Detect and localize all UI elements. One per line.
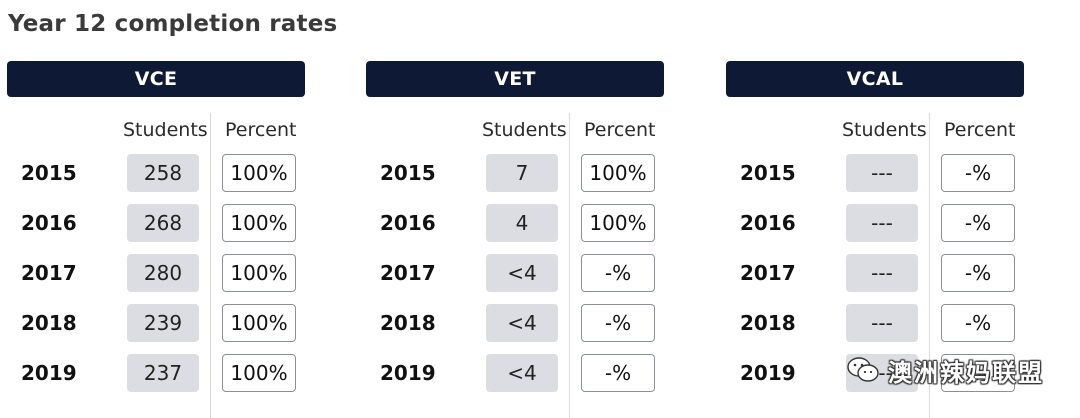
table-row: 2015 --- -% xyxy=(726,153,1026,193)
panel-header: VCAL xyxy=(726,61,1024,97)
table-row: 2019 <4 -% xyxy=(366,353,666,393)
year-label: 2016 xyxy=(380,211,436,235)
year-label: 2018 xyxy=(740,311,796,335)
students-value: 239 xyxy=(127,304,199,342)
percent-value: 100% xyxy=(222,304,296,342)
students-value: --- xyxy=(846,204,918,242)
table-row: 2016 268 100% xyxy=(7,203,307,243)
students-value: 268 xyxy=(127,204,199,242)
percent-value: 100% xyxy=(222,154,296,192)
year-label: 2015 xyxy=(740,161,796,185)
year-label: 2017 xyxy=(380,261,436,285)
table-row: 2018 239 100% xyxy=(7,303,307,343)
year-label: 2017 xyxy=(740,261,796,285)
students-value: --- xyxy=(846,304,918,342)
students-value: <4 xyxy=(486,304,558,342)
watermark-text: 澳洲辣妈联盟 xyxy=(888,358,1044,387)
percent-value: 100% xyxy=(581,154,655,192)
panel-vce: VCE Students Percent 2015 258 100% 2016 … xyxy=(7,61,307,418)
year-label: 2018 xyxy=(21,311,77,335)
column-divider xyxy=(569,113,570,418)
students-value: 237 xyxy=(127,354,199,392)
students-value: 4 xyxy=(486,204,558,242)
percent-value: 100% xyxy=(222,254,296,292)
panel-header: VCE xyxy=(7,61,305,97)
percent-value: 100% xyxy=(222,354,296,392)
table-row: 2018 <4 -% xyxy=(366,303,666,343)
percent-value: -% xyxy=(581,354,655,392)
table-row: 2015 7 100% xyxy=(366,153,666,193)
table-row: 2015 258 100% xyxy=(7,153,307,193)
percent-value: -% xyxy=(941,154,1015,192)
students-value: 280 xyxy=(127,254,199,292)
percent-value: 100% xyxy=(222,204,296,242)
panel-header: VET xyxy=(366,61,664,97)
students-column-header: Students xyxy=(482,119,567,141)
students-value: <4 xyxy=(486,354,558,392)
year-label: 2015 xyxy=(21,161,77,185)
percent-value: 100% xyxy=(581,204,655,242)
table-row: 2017 --- -% xyxy=(726,253,1026,293)
percent-value: -% xyxy=(941,204,1015,242)
students-value: 258 xyxy=(127,154,199,192)
percent-value: -% xyxy=(941,304,1015,342)
students-value: --- xyxy=(846,154,918,192)
year-label: 2015 xyxy=(380,161,436,185)
students-value: --- xyxy=(846,254,918,292)
percent-value: -% xyxy=(581,304,655,342)
year-label: 2019 xyxy=(21,361,77,385)
students-column-header: Students xyxy=(123,119,208,141)
percent-value: -% xyxy=(581,254,655,292)
panel-vcal: VCAL Students Percent 2015 --- -% 2016 -… xyxy=(726,61,1026,418)
wechat-icon xyxy=(847,357,879,382)
percent-column-header: Percent xyxy=(944,119,1016,141)
year-label: 2016 xyxy=(740,211,796,235)
students-value: 7 xyxy=(486,154,558,192)
year-label: 2016 xyxy=(21,211,77,235)
percent-column-header: Percent xyxy=(225,119,297,141)
students-value: <4 xyxy=(486,254,558,292)
year-label: 2018 xyxy=(380,311,436,335)
table-row: 2016 4 100% xyxy=(366,203,666,243)
year-label: 2017 xyxy=(21,261,77,285)
column-divider xyxy=(210,113,211,418)
year-label: 2019 xyxy=(740,361,796,385)
column-divider xyxy=(929,113,930,418)
percent-column-header: Percent xyxy=(584,119,656,141)
percent-value: -% xyxy=(941,354,1015,392)
panel-vet: VET Students Percent 2015 7 100% 2016 4 … xyxy=(366,61,666,418)
year-label: 2019 xyxy=(380,361,436,385)
table-row: 2017 280 100% xyxy=(7,253,307,293)
table-row: 2018 --- -% xyxy=(726,303,1026,343)
percent-value: -% xyxy=(941,254,1015,292)
students-column-header: Students xyxy=(842,119,927,141)
table-row: 2016 --- -% xyxy=(726,203,1026,243)
table-row: 2017 <4 -% xyxy=(366,253,666,293)
watermark: 澳洲辣妈联盟 xyxy=(846,350,1044,390)
page-title: Year 12 completion rates xyxy=(8,11,338,37)
table-row: 2019 237 100% xyxy=(7,353,307,393)
